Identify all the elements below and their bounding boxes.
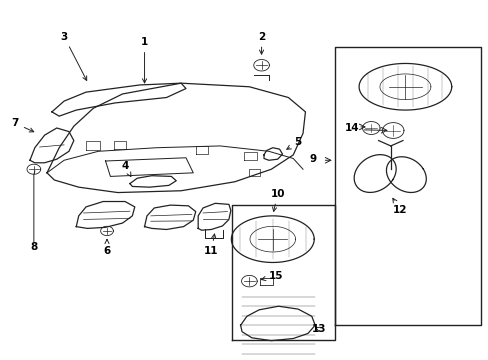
Text: 14: 14 [344, 123, 358, 133]
Text: 15: 15 [261, 271, 283, 281]
Text: 4: 4 [121, 161, 131, 176]
Text: 9: 9 [308, 154, 316, 164]
Text: 1: 1 [141, 37, 148, 83]
Text: 6: 6 [103, 239, 110, 256]
Text: 7: 7 [12, 118, 34, 132]
Text: 13: 13 [311, 324, 325, 334]
Text: 8: 8 [30, 242, 38, 252]
Text: 11: 11 [203, 234, 218, 256]
Text: 2: 2 [257, 32, 264, 54]
Text: 5: 5 [286, 138, 301, 149]
Text: 12: 12 [392, 198, 407, 216]
Text: 3: 3 [61, 32, 86, 80]
Text: 10: 10 [270, 189, 285, 211]
